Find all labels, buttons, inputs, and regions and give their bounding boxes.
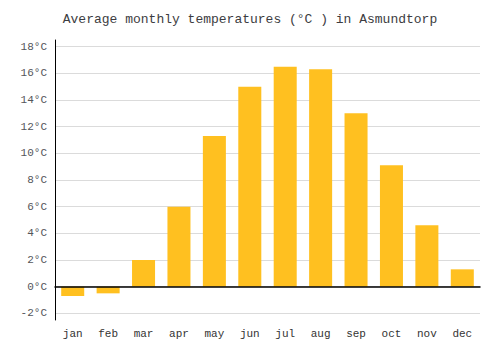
svg-text:jul: jul (275, 328, 295, 340)
svg-text:Average monthly temperatures (: Average monthly temperatures (°C ) in As… (63, 12, 437, 27)
svg-text:14°C: 14°C (21, 94, 48, 106)
svg-text:apr: apr (169, 328, 189, 340)
svg-text:sep: sep (346, 328, 366, 340)
svg-text:jan: jan (63, 328, 83, 340)
svg-text:2°C: 2°C (27, 254, 47, 266)
svg-text:may: may (204, 328, 224, 340)
svg-text:18°C: 18°C (21, 41, 48, 53)
svg-text:8°C: 8°C (27, 174, 47, 186)
svg-text:0°C: 0°C (27, 281, 47, 293)
svg-text:jun: jun (240, 328, 260, 340)
svg-text:16°C: 16°C (21, 67, 48, 79)
svg-text:mar: mar (134, 328, 154, 340)
svg-text:4°C: 4°C (27, 227, 47, 239)
svg-text:nov: nov (417, 328, 437, 340)
svg-text:-2°C: -2°C (21, 307, 48, 319)
svg-text:dec: dec (452, 328, 472, 340)
svg-text:oct: oct (382, 328, 402, 340)
svg-text:10°C: 10°C (21, 147, 48, 159)
svg-text:12°C: 12°C (21, 121, 48, 133)
svg-text:feb: feb (98, 328, 118, 340)
svg-text:6°C: 6°C (27, 201, 47, 213)
svg-text:aug: aug (311, 328, 331, 340)
